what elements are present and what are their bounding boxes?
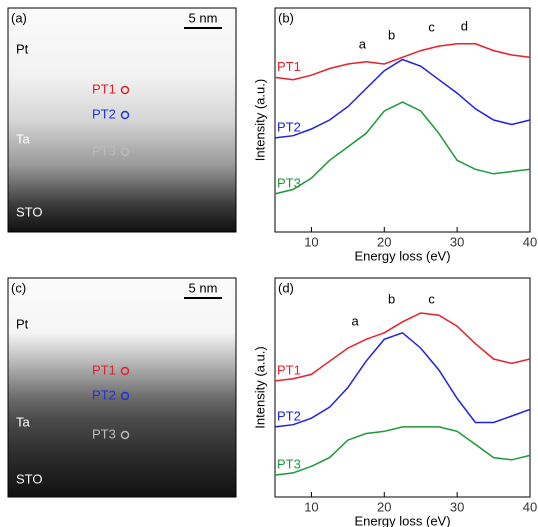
panel-label: (d) — [278, 280, 294, 295]
peak-label: a — [352, 313, 360, 328]
point-marker — [120, 430, 130, 440]
peak-label: b — [388, 27, 395, 42]
point-marker — [120, 366, 130, 376]
panel-label: (a) — [11, 10, 27, 25]
x-tick-label: 20 — [377, 234, 391, 249]
point-marker — [120, 147, 130, 157]
peak-label: a — [359, 36, 367, 51]
layer-label: Ta — [16, 414, 31, 429]
panel-label: (c) — [11, 280, 26, 295]
series-label: PT2 — [277, 119, 301, 134]
point-marker — [120, 391, 130, 401]
x-tick-label: 10 — [304, 234, 318, 249]
point-label: PT1 — [92, 81, 116, 96]
x-axis-label: Energy loss (eV) — [354, 513, 450, 527]
spectrum — [274, 312, 531, 382]
spectrum — [274, 43, 531, 81]
spectrum — [274, 331, 531, 428]
point-label: PT2 — [92, 106, 116, 121]
y-axis-label: Intensity (a.u.) — [252, 79, 267, 161]
micrograph — [7, 7, 237, 233]
spectrum — [274, 101, 531, 195]
x-tick-label: 30 — [450, 499, 464, 514]
y-axis-label: Intensity (a.u.) — [252, 346, 267, 428]
point-marker — [120, 110, 130, 120]
layer-label: Ta — [16, 131, 31, 146]
series-label: PT2 — [277, 408, 301, 423]
point-marker — [120, 85, 130, 95]
layer-label: Pt — [16, 316, 29, 331]
layer-label: STO — [16, 471, 43, 486]
plot-frame — [274, 7, 531, 233]
peak-label: c — [428, 19, 435, 34]
spectrum — [274, 58, 531, 139]
x-tick-label: 10 — [304, 499, 318, 514]
x-axis-label: Energy loss (eV) — [354, 248, 450, 263]
peak-label: d — [461, 18, 468, 33]
series-label: PT1 — [277, 362, 301, 377]
spectrum — [274, 426, 531, 476]
x-tick-label: 30 — [450, 234, 464, 249]
panel-label: (b) — [278, 10, 294, 25]
x-tick-label: 20 — [377, 499, 391, 514]
series-label: PT3 — [277, 175, 301, 190]
point-label: PT1 — [92, 362, 116, 377]
x-tick-label: 40 — [523, 499, 537, 514]
layer-label: Pt — [16, 41, 29, 56]
series-label: PT3 — [277, 457, 301, 472]
point-label: PT2 — [92, 387, 116, 402]
layer-label: STO — [16, 204, 43, 219]
micrograph — [7, 277, 237, 498]
plot-frame — [274, 277, 531, 498]
scale-label: 5 nm — [189, 10, 218, 25]
scale-label: 5 nm — [189, 280, 218, 295]
point-label: PT3 — [92, 143, 116, 158]
x-tick-label: 40 — [523, 234, 537, 249]
peak-label: c — [428, 291, 435, 306]
point-label: PT3 — [92, 426, 116, 441]
series-label: PT1 — [277, 59, 301, 74]
peak-label: b — [388, 291, 395, 306]
